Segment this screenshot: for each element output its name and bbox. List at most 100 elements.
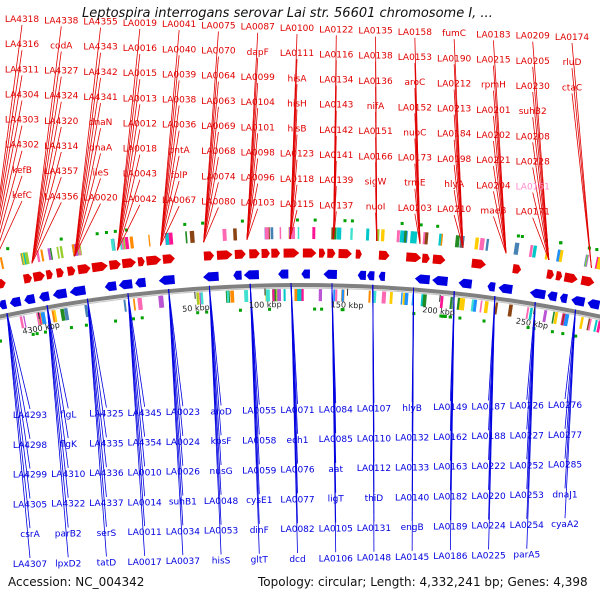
forward-gene-label: LA0122 (319, 25, 353, 35)
reverse-gene-label: LA4336 (89, 469, 124, 479)
reverse-gene-arrow (571, 296, 585, 307)
forward-feature-tile (0, 257, 4, 269)
reverse-gene-label: aat (328, 465, 343, 475)
forward-gene-label: LA0158 (398, 28, 433, 38)
reverse-gene-label: nusG (210, 467, 233, 477)
reverse-gene-arrow (53, 288, 67, 298)
accession-label: Accession: NC_004342 (8, 575, 144, 589)
forward-gene-label: LA0087 (241, 23, 275, 33)
forward-gene-label: LA0096 (241, 174, 276, 184)
forward-gene-label: maeB (480, 206, 506, 216)
forward-gene-label: LA4357 (44, 167, 78, 177)
forward-gene-label: LA0103 (241, 199, 275, 209)
rna-marker (517, 234, 520, 237)
reverse-feature-tile (230, 291, 234, 303)
reverse-gene-arrow (588, 299, 600, 309)
forward-feature-tile (148, 235, 151, 247)
reverse-gene-label: LA0055 (242, 407, 276, 417)
reverse-gene-arrow (323, 270, 337, 279)
forward-gene-label: LA0068 (201, 147, 236, 157)
reverse-gene-arrow (39, 291, 50, 301)
forward-gene-label: LA4318 (5, 15, 40, 25)
reverse-gene-arrow (24, 294, 35, 304)
reverse-gene-label: dinF (250, 526, 269, 536)
reverse-gene-label: LA0220 (471, 492, 506, 502)
forward-gene-arrow (217, 250, 233, 260)
reverse-gene-label: LA0187 (471, 402, 505, 412)
forward-connector (0, 50, 22, 272)
forward-gene-label: LA0137 (319, 201, 353, 211)
reverse-gene-label: LA4325 (89, 410, 123, 420)
forward-feature-tile (312, 227, 315, 239)
reverse-connector (47, 305, 68, 497)
forward-gene-label: LA0013 (123, 94, 157, 104)
reverse-gene-label: LA0189 (433, 522, 468, 532)
forward-gene-arrow (235, 250, 246, 259)
forward-feature-tile (36, 250, 40, 262)
reverse-connector (209, 286, 221, 555)
reverse-gene-label: LA0077 (280, 495, 314, 505)
forward-gene-arrow (546, 269, 554, 279)
forward-gene-label: LA0173 (398, 154, 432, 164)
forward-connector (75, 53, 101, 256)
reverse-gene-arrow (70, 286, 86, 296)
reverse-gene-label: LA0010 (127, 468, 162, 478)
forward-gene-label: LA4302 (5, 141, 39, 151)
forward-gene-label: LA0198 (437, 155, 472, 165)
rna-marker (114, 320, 117, 323)
forward-gene-label: LA0036 (162, 121, 197, 131)
reverse-gene-arrow (379, 272, 386, 281)
reverse-gene-arrow (548, 291, 558, 301)
rna-marker (436, 225, 439, 228)
reverse-connector (527, 302, 535, 548)
reverse-gene-label: LA0053 (204, 527, 238, 537)
forward-gene-label: rluD (563, 58, 582, 68)
forward-feature-tile (337, 227, 341, 239)
forward-gene-label: LA0151 (358, 127, 392, 137)
forward-gene-label: dnaA (89, 143, 113, 153)
forward-gene-label: LA4316 (5, 40, 40, 50)
forward-gene-arrow (555, 271, 562, 281)
forward-gene-label: LA0099 (241, 73, 276, 83)
forward-gene-arrow (432, 255, 445, 265)
tick-label: 4300 kbp (22, 320, 61, 336)
reverse-feature-tile (484, 301, 489, 313)
forward-gene-label: sigW (365, 177, 387, 187)
reverse-gene-label: LA0071 (280, 406, 314, 416)
rna-marker (183, 223, 186, 226)
reverse-gene-label: dcd (289, 555, 305, 565)
reverse-connector (87, 299, 106, 408)
forward-gene-label: LA0174 (555, 33, 590, 43)
rna-marker (420, 223, 423, 226)
rna-marker (201, 222, 204, 225)
forward-gene-label: dnaN (89, 118, 113, 128)
forward-gene-arrow (261, 249, 269, 258)
forward-feature-tile (485, 239, 489, 251)
reverse-gene-label: LA0226 (510, 402, 545, 412)
forward-gene-label: LA0202 (476, 131, 510, 141)
reverse-gene-label: LA0224 (471, 522, 506, 532)
reverse-feature-tile (133, 299, 136, 311)
forward-feature-tile (298, 227, 300, 239)
forward-gene-label: LA4356 (44, 192, 79, 202)
reverse-gene-label: LA4310 (51, 470, 86, 480)
reverse-feature-tile (297, 289, 301, 301)
rna-marker (401, 222, 404, 225)
forward-gene-arrow (581, 276, 595, 286)
reverse-gene-arrow (105, 281, 117, 291)
rna-marker (458, 317, 461, 320)
forward-gene-label: LA0067 (162, 196, 196, 206)
reverse-feature-tile (401, 293, 403, 305)
reverse-gene-label: lpxD2 (55, 559, 81, 569)
reverse-gene-label: LA0222 (471, 462, 505, 472)
reverse-gene-label: LA0106 (319, 554, 354, 564)
reverse-gene-label: LA0023 (166, 408, 200, 418)
rna-marker (551, 330, 554, 333)
forward-connector (0, 201, 22, 272)
rna-marker (141, 316, 144, 319)
forward-gene-label: hlyA (444, 180, 465, 190)
reverse-gene-label: LA0254 (510, 521, 545, 531)
forward-gene-label: LA0190 (437, 54, 472, 64)
forward-feature-tile (381, 229, 385, 241)
forward-feature-tile (129, 236, 134, 248)
